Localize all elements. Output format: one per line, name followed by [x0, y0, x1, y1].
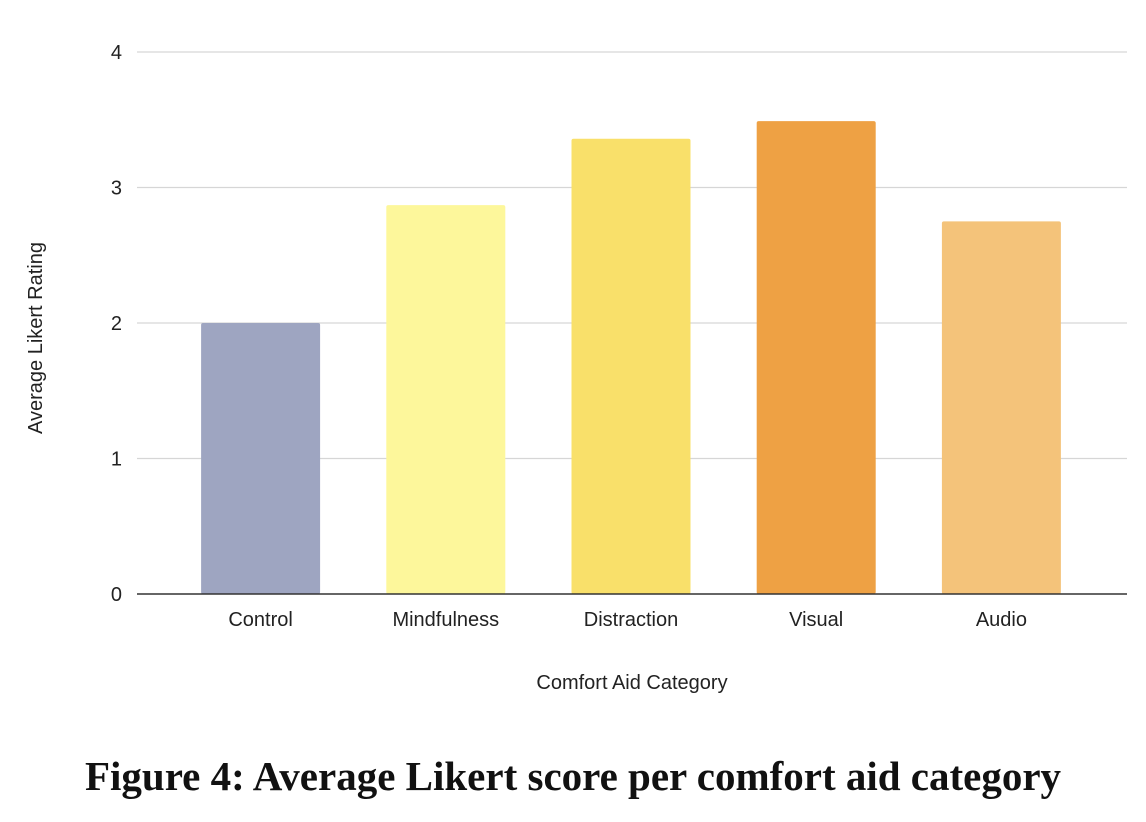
y-tick-label: 4	[111, 42, 122, 64]
x-tick-labels: Control Mindfulness Distraction Visual Audio	[228, 609, 1027, 631]
y-axis-title: Average Likert Rating	[25, 242, 47, 434]
y-tick-labels: 0 1 2 3 4	[111, 42, 122, 606]
x-tick-label: Audio	[976, 609, 1027, 631]
y-tick-label: 1	[111, 449, 122, 471]
bars	[201, 121, 1061, 595]
x-tick-label: Mindfulness	[392, 609, 499, 631]
y-tick-label: 3	[111, 178, 122, 200]
x-tick-label: Control	[228, 609, 292, 631]
bar-visual	[756, 121, 876, 594]
y-tick-label: 2	[111, 313, 122, 335]
bar-audio	[941, 221, 1061, 594]
y-tick-label: 0	[111, 584, 122, 606]
bar-distraction	[571, 138, 691, 594]
x-tick-label: Visual	[789, 609, 843, 631]
x-axis-title: Comfort Aid Category	[536, 672, 727, 694]
figure-caption: Figure 4: Average Likert score per comfo…	[84, 753, 1062, 799]
bar-control	[201, 323, 321, 594]
bar-mindfulness	[386, 205, 506, 595]
bar-chart: 0 1 2 3 4 Control Mindfulness Distraction Visua…	[25, 42, 1127, 694]
x-tick-label: Distraction	[584, 609, 678, 631]
